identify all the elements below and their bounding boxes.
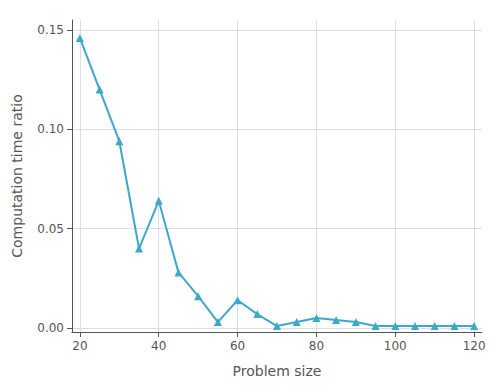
svg-text:0.10: 0.10 [37,122,64,136]
svg-text:60: 60 [230,339,245,353]
svg-text:20: 20 [72,339,87,353]
svg-text:Problem size: Problem size [233,363,322,379]
svg-text:40: 40 [151,339,166,353]
svg-text:Computation time ratio: Computation time ratio [9,94,25,257]
svg-text:0.00: 0.00 [37,321,64,335]
svg-text:120: 120 [463,339,486,353]
svg-text:0.05: 0.05 [37,222,64,236]
svg-text:0.15: 0.15 [37,23,64,37]
svg-text:80: 80 [309,339,324,353]
svg-text:100: 100 [384,339,407,353]
